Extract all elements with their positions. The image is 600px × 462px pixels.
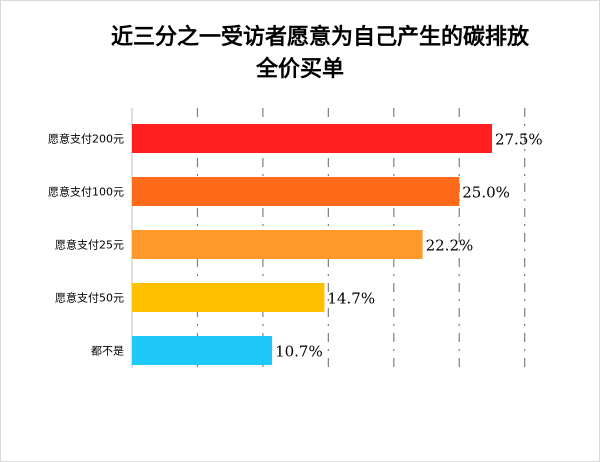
bar [132,177,460,206]
category-label: 愿意支付200元 [48,132,124,146]
bar [132,336,273,365]
category-label: 都不是 [91,345,124,358]
data-label: 27.5% [495,131,543,149]
category-label: 愿意支付50元 [55,291,124,305]
chart-title-line-2: 全价买单 [255,57,344,82]
data-label: 25.0% [462,184,510,202]
chart-title-line-1: 近三分之一受访者愿意为自己产生的碳排放 [110,25,529,50]
category-label: 愿意支付100元 [48,185,124,199]
data-label: 22.2% [426,237,474,255]
data-label: 14.7% [327,290,375,308]
category-label: 愿意支付25元 [55,238,124,252]
chart-title: 近三分之一受访者愿意为自己产生的碳排放 全价买单 [0,22,600,86]
bar [132,283,325,312]
data-label: 10.7% [275,343,323,361]
bar [132,230,423,259]
bar [132,124,492,153]
